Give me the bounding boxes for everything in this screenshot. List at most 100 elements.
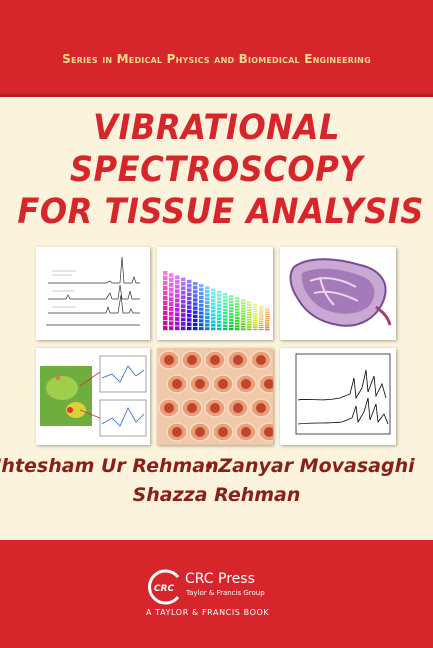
bar-decoration [199, 292, 204, 296]
bar-decoration [235, 297, 240, 300]
bar-decoration [229, 316, 234, 319]
bar-decoration [265, 323, 270, 325]
bar-decoration [259, 306, 264, 308]
bar-decoration [175, 293, 180, 298]
bar-decoration [265, 319, 270, 321]
bar-decoration [187, 301, 192, 305]
bar-decoration [181, 277, 186, 282]
bar-decoration [217, 297, 222, 301]
bar-decoration [235, 308, 240, 311]
bar-decoration [163, 326, 168, 331]
publisher-name: CRC Press [185, 571, 255, 587]
bar-decoration [205, 290, 210, 294]
crc-logo: CRC [148, 569, 180, 605]
bar-decoration [253, 324, 258, 326]
bar-decoration [235, 303, 240, 305]
bar-decoration [199, 315, 204, 319]
bar-decoration [193, 310, 198, 314]
bar-decoration [235, 314, 240, 317]
bar-decoration [199, 288, 204, 292]
bar-decoration [169, 302, 174, 307]
bar-decoration [229, 325, 234, 328]
bar-decoration [247, 313, 252, 316]
bar-decoration [229, 301, 234, 304]
bar-decoration [187, 292, 192, 297]
bar-decoration [241, 328, 246, 331]
bar-decoration [193, 294, 198, 298]
bar-decoration [259, 320, 264, 322]
bar-decoration [181, 299, 186, 304]
bar-decoration [163, 281, 168, 286]
nucleus-decoration [264, 427, 273, 437]
bar-decoration [223, 296, 228, 299]
bar-decoration [223, 315, 228, 318]
bar-decoration [169, 273, 174, 278]
bar-decoration [217, 317, 222, 321]
bar-decoration [265, 329, 270, 331]
nucleus-decoration [164, 403, 174, 413]
bar-decoration [235, 311, 240, 314]
bar-decoration [223, 327, 228, 331]
bar-decoration [193, 282, 198, 286]
bar-decoration [211, 295, 216, 299]
bar-decoration [169, 297, 174, 302]
bar-decoration [229, 322, 234, 325]
bar-decoration [169, 282, 174, 287]
spectrum-image [280, 348, 396, 445]
bar-decoration [163, 321, 168, 326]
bar-decoration [259, 316, 264, 318]
bar-decoration [193, 302, 198, 306]
bar-decoration [217, 327, 222, 331]
bar-decoration [265, 314, 270, 316]
bar-decoration [217, 300, 222, 304]
bar-decoration [181, 295, 186, 300]
bar-decoration [211, 323, 216, 327]
bar-decoration [259, 328, 264, 331]
bar-decoration [193, 290, 198, 294]
bar-decoration [169, 321, 174, 326]
bar-decoration [193, 326, 198, 331]
bar-decoration [181, 317, 186, 322]
bar-decoration [253, 310, 258, 313]
bar-decoration [211, 320, 216, 324]
bar-decoration [175, 326, 180, 331]
bar-decoration [253, 319, 258, 322]
bar-decoration [253, 322, 258, 324]
bar-decoration [247, 301, 252, 304]
bar-decoration [169, 316, 174, 321]
bar-decoration [229, 304, 234, 307]
cells-image [157, 348, 273, 445]
bar-decoration [187, 322, 192, 326]
bar-decoration [241, 315, 246, 318]
bar-decoration [223, 324, 228, 328]
bar-decoration [241, 325, 246, 328]
bar-decoration [187, 284, 192, 288]
bar-decoration [247, 326, 252, 328]
bar-decoration [211, 299, 216, 302]
bar-decoration [193, 298, 198, 302]
bar-decoration [169, 306, 174, 311]
bar-decoration [163, 306, 168, 311]
bar-decoration [199, 295, 204, 299]
bar-decoration [193, 286, 198, 290]
bar-decoration [175, 307, 180, 312]
bar-decoration [187, 279, 192, 284]
bar-decoration [229, 298, 234, 301]
nucleus-decoration [241, 379, 251, 389]
bar-decoration [211, 316, 216, 320]
bar-decoration [247, 309, 252, 311]
bar-decoration [223, 318, 228, 321]
bar-decoration [175, 321, 180, 326]
bar-decoration [187, 296, 192, 301]
author: Ihtesham Ur Rehman [0, 455, 219, 477]
bar-decoration [229, 319, 234, 322]
bar-decoration [247, 316, 252, 319]
bar-decoration [253, 306, 258, 308]
bar-decoration [265, 321, 270, 323]
bar-decoration [205, 327, 210, 331]
bar-decoration [217, 310, 222, 314]
nucleus-decoration [172, 427, 182, 437]
bar-decoration [229, 295, 234, 298]
bar-decoration [217, 324, 222, 327]
